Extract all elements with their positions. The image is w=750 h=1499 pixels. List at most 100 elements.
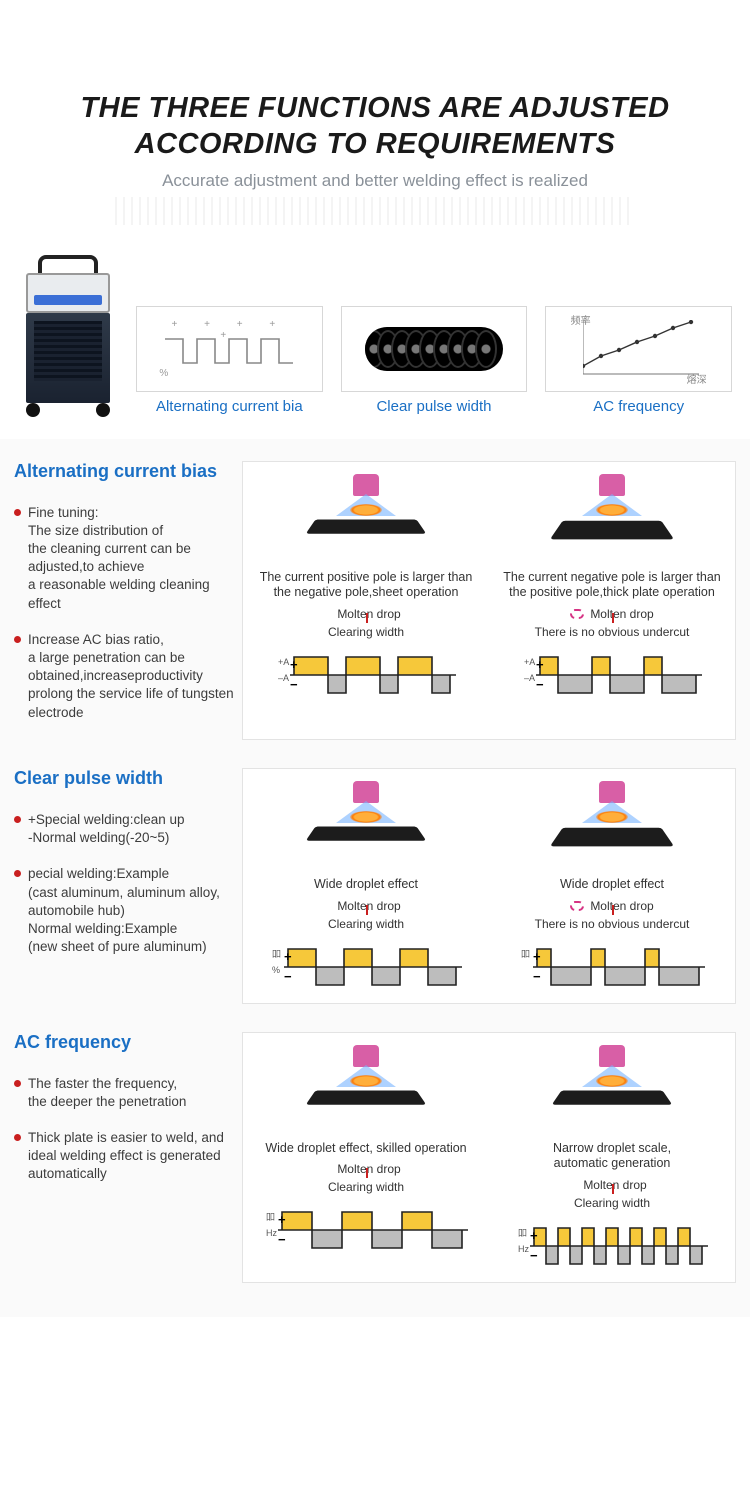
section-panel: Wide droplet effect, skilled operation M… xyxy=(242,1032,736,1283)
card-label: AC frequency xyxy=(545,398,732,415)
section-panel: Wide droplet effect Molten drop Clearing… xyxy=(242,768,736,1004)
svg-text:吅: 吅 xyxy=(266,1212,275,1222)
half-caption: Narrow droplet scale,automatic generatio… xyxy=(497,1141,727,1172)
svg-text:‒A: ‒A xyxy=(278,673,289,683)
section-text: Alternating current bias Fine tuning:The… xyxy=(14,461,234,740)
bullet-list: +Special welding:clean up-Normal welding… xyxy=(14,811,234,957)
panel-half: The current negative pole is larger than… xyxy=(489,462,735,739)
svg-text:Hz: Hz xyxy=(518,1244,529,1254)
molten-drop-dotted xyxy=(570,609,584,619)
page-title: THE THREE FUNCTIONS ARE ADJUSTED ACCORDI… xyxy=(20,90,730,163)
bullet-list: The faster the frequency,the deeper the … xyxy=(14,1075,234,1184)
feature-section: Alternating current bias Fine tuning:The… xyxy=(0,447,750,754)
sections-container: Alternating current bias Fine tuning:The… xyxy=(0,439,750,1317)
svg-text:−: − xyxy=(290,677,298,692)
torch-icon xyxy=(301,781,431,873)
svg-text:+A: +A xyxy=(524,657,535,667)
title-line-2: ACCORDING TO REQUIREMENTS xyxy=(135,128,616,160)
svg-text:+: + xyxy=(290,657,298,672)
bullet-item: +Special welding:clean up-Normal welding… xyxy=(14,811,234,847)
waveform: 吅 Hz + − xyxy=(251,1202,481,1258)
title-line-1: THE THREE FUNCTIONS ARE ADJUSTED xyxy=(80,92,669,124)
pulse-cylinder-icon xyxy=(365,327,503,371)
panel-half: Wide droplet effect, skilled operation M… xyxy=(243,1033,489,1282)
section-text: AC frequency The faster the frequency,th… xyxy=(14,1032,234,1283)
bullet-item: The faster the frequency,the deeper the … xyxy=(14,1075,234,1111)
drop-label: Molten drop xyxy=(590,607,653,621)
sub-label: Clearing width xyxy=(328,1180,404,1194)
svg-text:%: % xyxy=(272,965,280,975)
bullet-item: Increase AC bias ratio,a large penetrati… xyxy=(14,631,234,722)
torch-icon xyxy=(301,474,431,566)
drop-label: Molten drop xyxy=(337,1162,400,1176)
decorative-divider xyxy=(115,197,635,225)
section-title: AC frequency xyxy=(14,1032,234,1053)
sub-label: There is no obvious undercut xyxy=(535,917,690,931)
drop-label: Molten drop xyxy=(337,607,400,621)
bullet-item: Thick plate is easier to weld, and ideal… xyxy=(14,1129,234,1184)
svg-text:+A: +A xyxy=(278,657,289,667)
page-subtitle: Accurate adjustment and better welding e… xyxy=(20,171,730,191)
half-caption: The current positive pole is larger than… xyxy=(251,570,481,601)
product-illustration xyxy=(18,255,118,415)
svg-text:−: − xyxy=(278,1232,286,1247)
waveform: +A ‒A + − xyxy=(497,647,727,703)
svg-text:吅: 吅 xyxy=(521,949,530,959)
svg-text:+: + xyxy=(284,949,292,964)
function-card-ac-frequency: 频率 熔深 AC frequency xyxy=(545,306,732,415)
svg-text:吅: 吅 xyxy=(272,949,281,959)
torch-icon xyxy=(301,1045,431,1137)
section-panel: The current positive pole is larger than… xyxy=(242,461,736,740)
waveform: 吅 Hz + − xyxy=(497,1218,727,1274)
function-triptych: + + + + + % Alternating current bia Clea… xyxy=(0,255,750,439)
waveform: 吅% + − xyxy=(251,939,481,995)
panel-half: Wide droplet effect Molten drop There is… xyxy=(489,769,735,1003)
svg-text:−: − xyxy=(284,969,292,984)
section-text: Clear pulse width +Special welding:clean… xyxy=(14,768,234,1004)
section-title: Alternating current bias xyxy=(14,461,234,482)
svg-text:+: + xyxy=(533,949,541,964)
sub-label: There is no obvious undercut xyxy=(535,625,690,639)
svg-text:−: − xyxy=(536,677,544,692)
waveform: 吅 + − xyxy=(497,939,727,995)
molten-drop-dotted xyxy=(570,901,584,911)
half-caption: Wide droplet effect, skilled operation xyxy=(251,1141,481,1157)
svg-text:+: + xyxy=(278,1212,286,1227)
svg-text:−: − xyxy=(533,969,541,984)
torch-icon xyxy=(547,474,677,566)
drop-label: Molten drop xyxy=(583,1178,646,1192)
half-caption: Wide droplet effect xyxy=(497,877,727,893)
sub-label: Clearing width xyxy=(328,625,404,639)
svg-text:Hz: Hz xyxy=(266,1228,277,1238)
panel-half: The current positive pole is larger than… xyxy=(243,462,489,739)
waveform: +A ‒A + − xyxy=(251,647,481,703)
sub-label: Clearing width xyxy=(574,1196,650,1210)
frequency-chart-icon: 频率 熔深 xyxy=(569,314,709,384)
card-label: Alternating current bia xyxy=(136,398,323,415)
sub-label: Clearing width xyxy=(328,917,404,931)
card-label: Clear pulse width xyxy=(341,398,528,415)
function-card-ac-bias: + + + + + % Alternating current bia xyxy=(136,306,323,415)
bullet-list: Fine tuning:The size distribution ofthe … xyxy=(14,504,234,722)
drop-label: Molten drop xyxy=(590,899,653,913)
svg-text:‒A: ‒A xyxy=(524,673,535,683)
half-caption: The current negative pole is larger than… xyxy=(497,570,727,601)
ac-bias-wave-icon: + + + + + % xyxy=(159,319,299,379)
feature-section: AC frequency The faster the frequency,th… xyxy=(0,1018,750,1297)
panel-half: Narrow droplet scale,automatic generatio… xyxy=(489,1033,735,1282)
svg-text:−: − xyxy=(530,1248,538,1263)
svg-text:+: + xyxy=(536,657,544,672)
function-card-pulse-width: Clear pulse width xyxy=(341,306,528,415)
bullet-item: Fine tuning:The size distribution ofthe … xyxy=(14,504,234,613)
section-title: Clear pulse width xyxy=(14,768,234,789)
feature-section: Clear pulse width +Special welding:clean… xyxy=(0,754,750,1018)
drop-label: Molten drop xyxy=(337,899,400,913)
svg-text:+: + xyxy=(530,1228,538,1243)
page-header: THE THREE FUNCTIONS ARE ADJUSTED ACCORDI… xyxy=(0,0,750,255)
svg-text:吅: 吅 xyxy=(518,1228,527,1238)
torch-icon xyxy=(547,1045,677,1137)
panel-half: Wide droplet effect Molten drop Clearing… xyxy=(243,769,489,1003)
bullet-item: pecial welding:Example(cast aluminum, al… xyxy=(14,865,234,956)
half-caption: Wide droplet effect xyxy=(251,877,481,893)
torch-icon xyxy=(547,781,677,873)
